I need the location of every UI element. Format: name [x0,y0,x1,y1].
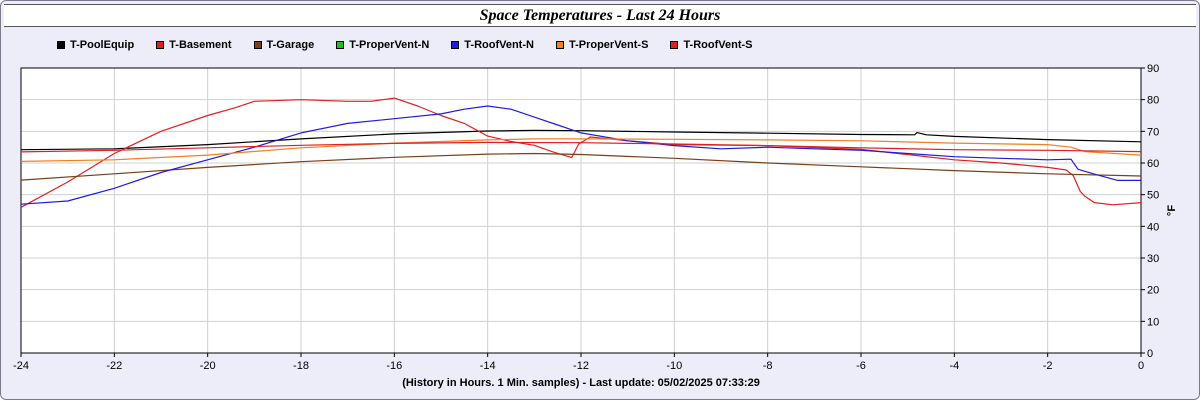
legend-item: T-RoofVent-S [670,39,753,51]
x-tick-label: -12 [573,360,589,372]
y-tick-label: 0 [1147,348,1153,360]
y-tick-label: 70 [1147,126,1159,138]
x-tick-label: -6 [856,360,866,372]
y-tick-label: 60 [1147,158,1159,170]
series-line-T-RoofVent-N [20,105,1141,205]
legend-label: T-PoolEquip [70,39,135,51]
legend-item: T-ProperVent-S [555,39,649,51]
plot-border [20,67,1142,354]
series-line-T-Garage [20,152,1142,181]
x-axis-label: (History in Hours. 1 Min. samples) - Las… [402,377,760,389]
legend-label: T-Garage [266,39,315,51]
legend-label: T-ProperVent-N [349,39,430,51]
chart-title: Space Temperatures - Last 24 Hours [479,7,721,24]
legend-item: T-RoofVent-N [451,39,534,51]
x-tick-label: -8 [763,360,773,372]
x-tick-label: -2 [1043,360,1053,372]
x-tick-label: -22 [106,360,122,372]
legend-label: T-RoofVent-N [464,39,534,51]
x-tick-label: -16 [386,360,402,372]
x-tick-label: -4 [949,360,959,372]
x-tick-label: -24 [13,360,29,372]
series-line-T-RoofVent-S [20,141,1142,153]
legend-swatch [253,41,262,49]
legend-label: T-ProperVent-S [568,39,649,51]
x-tick-label: -20 [200,360,216,372]
legend-swatch [451,41,460,49]
legend-item: T-Garage [253,39,315,51]
legend-label: T-RoofVent-S [683,39,753,51]
y-axis-label: °F [1166,205,1178,216]
x-tick-label: -18 [293,360,309,372]
y-tick-label: 20 [1147,285,1159,297]
legend-item: T-PoolEquip [57,39,134,51]
title-bar: Space Temperatures - Last 24 Hours [4,4,1196,27]
legend-swatch [670,41,679,49]
series-line-T-PoolEquip [20,129,1142,151]
y-tick-label: 50 [1147,190,1159,202]
x-tick-label: -10 [666,360,682,372]
legend-item: T-Basement [156,39,232,51]
legend-swatch [57,41,65,49]
series-line-T-ProperVent-S [20,138,1142,162]
y-tick-label: 90 [1147,63,1159,75]
legend: T-PoolEquip T-Basement T-Garage T-ProperVen… [57,38,775,52]
legend-swatch [156,41,165,49]
x-tick-label: 0 [1138,360,1144,372]
y-tick-label: 40 [1147,221,1159,233]
legend-label: T-Basement [169,39,232,51]
y-tick-label: 10 [1147,316,1159,328]
y-tick-label: 80 [1147,95,1159,107]
legend-item: T-ProperVent-N [336,39,429,51]
legend-swatch [336,41,345,49]
y-tick-label: 30 [1147,253,1159,265]
legend-swatch [555,41,564,49]
x-tick-label: -14 [480,360,496,372]
series-line-T-Basement [20,97,1142,208]
